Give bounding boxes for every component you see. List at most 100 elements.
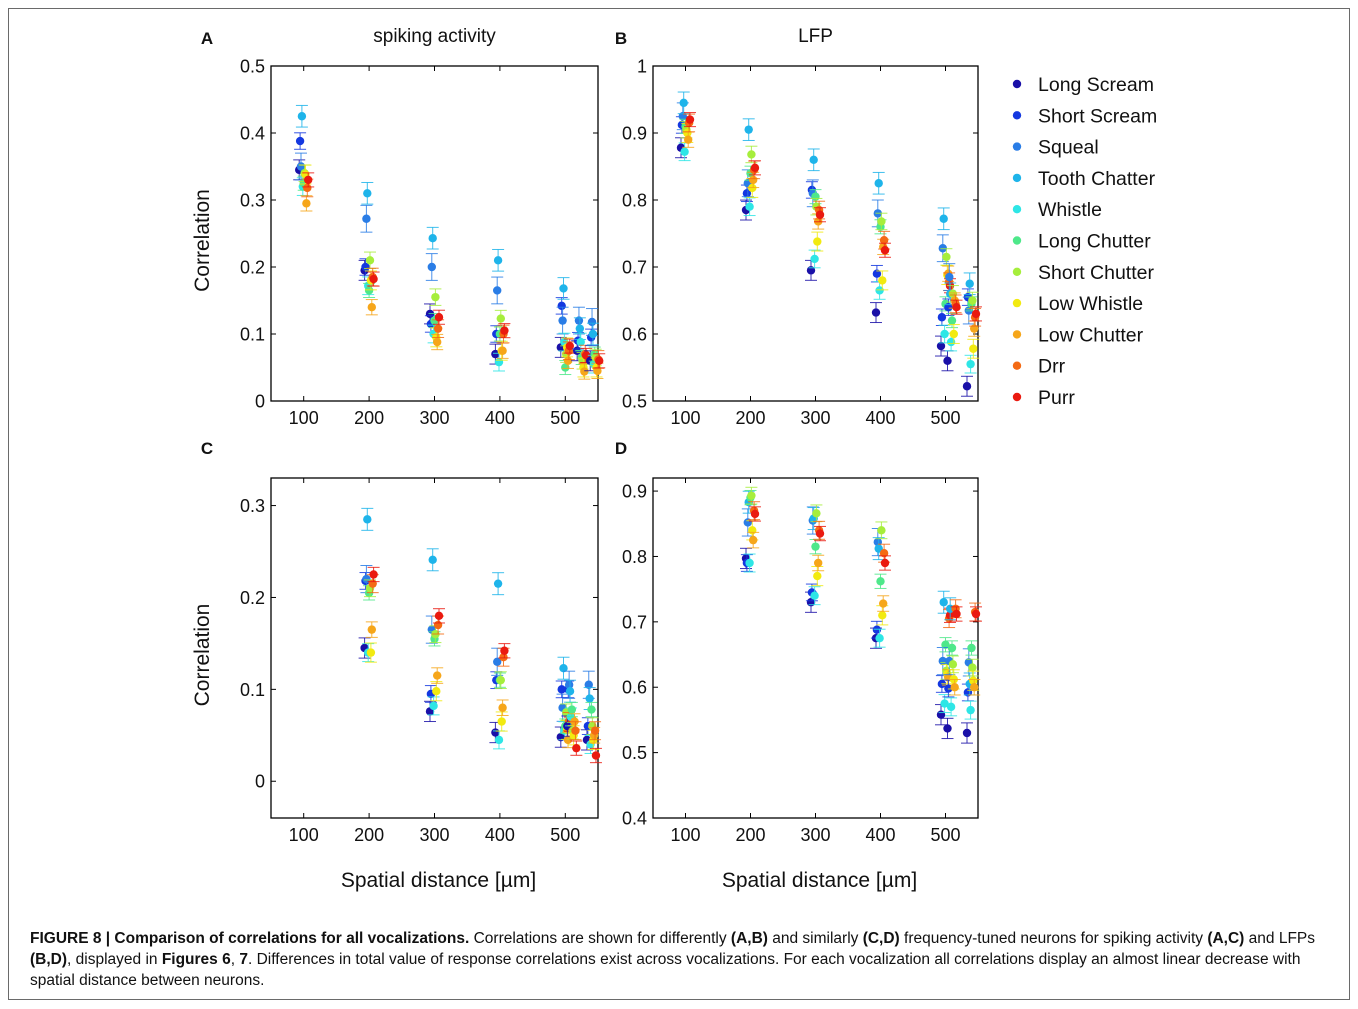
plot-area [652,65,979,402]
x-tick-label: 200 [735,408,765,428]
y-tick-label: 0.5 [240,57,265,77]
data-point [433,337,442,347]
legend-label: Drr [1038,356,1066,378]
data-point [880,246,890,255]
data-point [810,254,819,264]
caption-segment: (B,D) [30,951,68,968]
legend-marker [1012,205,1022,214]
y-tick-label: 0.9 [622,124,647,144]
data-point [575,324,585,333]
data-point [567,705,577,714]
x-tick-label: 300 [800,825,830,845]
y-tick-label: 0 [255,392,265,412]
caption-segment: , [230,951,240,968]
legend-marker [1012,330,1022,339]
y-tick-label: 0.3 [240,191,265,211]
data-point [940,329,949,339]
data-point [595,356,604,365]
data-point [813,571,822,581]
panel-letter: D [615,439,627,458]
data-point [971,609,981,619]
x-tick-label: 100 [670,825,700,845]
data-point [491,349,500,359]
data-point [434,611,444,621]
y-tick-label: 0.7 [622,258,647,278]
caption-segment: , displayed in [67,951,162,968]
data-point [364,286,374,295]
legend-marker [1012,173,1022,183]
data-point [367,303,376,312]
data-point [809,155,818,164]
data-point [811,542,820,551]
y-tick-label: 0.2 [240,588,265,608]
data-point [303,183,312,193]
data-point [576,337,585,347]
data-point [948,660,958,669]
data-point [493,256,503,265]
legend-marker [1012,267,1022,276]
y-tick-label: 0.2 [240,258,265,278]
y-tick-label: 0.4 [240,124,265,144]
panel-letter: A [201,29,213,48]
data-point [433,620,443,630]
data-point [429,701,438,711]
data-point [587,705,596,714]
data-point [304,175,313,185]
data-point [498,703,507,712]
data-point [750,509,760,519]
legend-marker [1012,298,1022,308]
data-point [815,529,825,538]
data-point [295,136,305,146]
y-tick-label: 0.4 [622,809,647,829]
data-point [365,256,375,265]
figure-frame [8,8,1350,1000]
data-point [564,680,574,689]
data-point [946,337,956,347]
data-point [587,317,597,327]
x-tick-label: 500 [930,825,960,845]
data-point [745,558,754,568]
y-tick-label: 0.9 [622,482,647,502]
caption-segment: frequency-tuned neurons for spiking acti… [899,930,1208,947]
data-point [879,548,889,558]
data-point [557,685,566,694]
data-point [750,163,760,173]
data-point [574,316,584,325]
data-point [749,535,758,545]
caption-segment: Figures 6 [161,951,231,968]
data-point [936,341,946,351]
legend-marker [1012,111,1022,120]
data-point [565,341,574,351]
data-point [813,237,822,246]
data-point [559,284,568,293]
caption-segment: (C,D) [862,930,900,947]
data-point [559,664,568,673]
data-point [947,643,957,653]
data-point [943,724,952,733]
data-point [433,671,442,680]
data-point [580,367,589,376]
data-point [942,252,951,262]
data-point [591,751,601,760]
data-point [496,675,505,685]
y-tick-label: 0.8 [622,191,647,211]
data-point [952,303,961,312]
data-point [943,356,952,365]
data-point [938,656,947,666]
data-point [428,233,437,243]
data-point [296,162,306,171]
x-tick-label: 500 [930,408,960,428]
data-point [814,558,823,568]
data-point [937,313,947,322]
legend-label: Tooth Chatter [1038,168,1156,190]
data-point [950,683,959,692]
data-point [939,598,948,607]
data-point [878,611,887,620]
data-point [493,579,503,588]
data-point [302,199,311,208]
x-tick-label: 400 [485,825,515,845]
legend-label: Purr [1038,387,1075,409]
data-point [947,316,957,325]
data-point [876,577,885,586]
